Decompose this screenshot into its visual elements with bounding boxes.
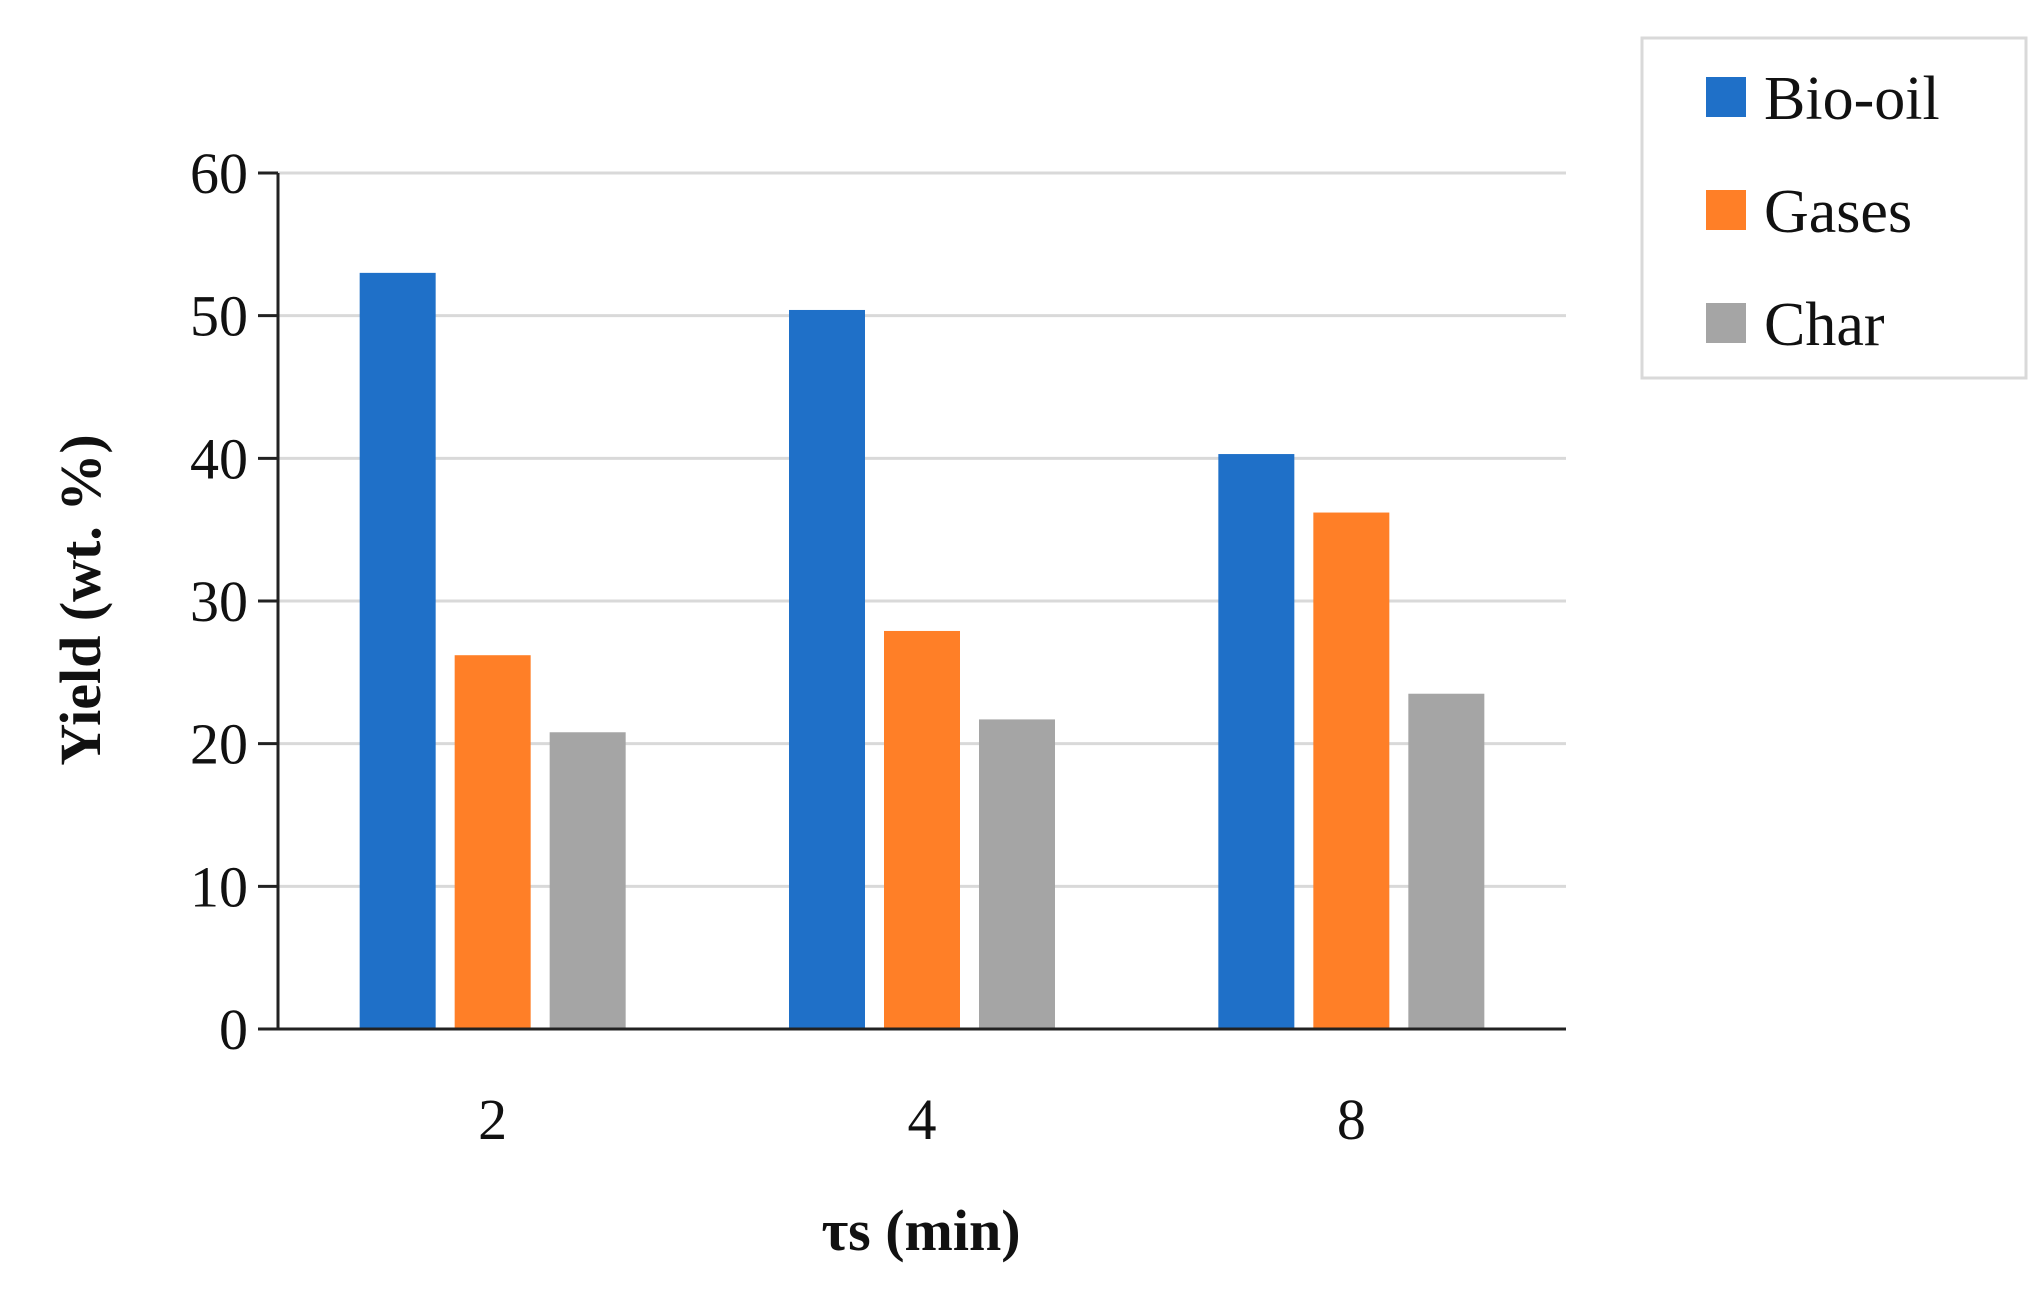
legend-label: Gases [1764, 178, 1912, 246]
bar-char-4 [979, 719, 1055, 1029]
y-tick-labels: 0 10 20 30 40 50 60 [190, 141, 248, 1062]
y-tick-label: 30 [190, 569, 248, 634]
legend-swatch [1706, 303, 1746, 343]
x-axis-title: τs (min) [821, 1198, 1020, 1263]
legend-swatch [1706, 190, 1746, 230]
y-tick-label: 50 [190, 284, 248, 349]
bar-bio-oil-8 [1218, 454, 1295, 1029]
bars [359, 272, 1485, 1030]
bar-gases-8 [1313, 512, 1390, 1029]
x-tick-label: 4 [908, 1087, 937, 1152]
legend: Bio-oil Gases Char [1640, 36, 2028, 380]
x-tick-labels: 2 4 8 [478, 1087, 1366, 1152]
bar-char-8 [1408, 693, 1485, 1029]
y-tick-label: 0 [219, 997, 248, 1062]
y-axis-title: Yield (wt. %) [48, 434, 113, 765]
bar-bio-oil-2 [359, 272, 436, 1029]
bar-char-2 [549, 732, 626, 1029]
legend-label: Bio-oil [1764, 65, 1940, 133]
x-tick-label: 8 [1337, 1087, 1366, 1152]
y-tick-label: 60 [190, 141, 248, 206]
y-tick-label: 20 [190, 712, 248, 777]
bar-gases-2 [454, 655, 531, 1029]
legend-label: Char [1764, 291, 1885, 359]
bar-gases-4 [884, 630, 960, 1029]
legend-swatch [1706, 77, 1746, 117]
y-tick-label: 10 [190, 854, 248, 919]
axes [258, 171, 1566, 1031]
y-tick-label: 40 [190, 426, 248, 491]
bar-bio-oil-4 [789, 309, 865, 1030]
x-tick-label: 2 [478, 1087, 507, 1152]
